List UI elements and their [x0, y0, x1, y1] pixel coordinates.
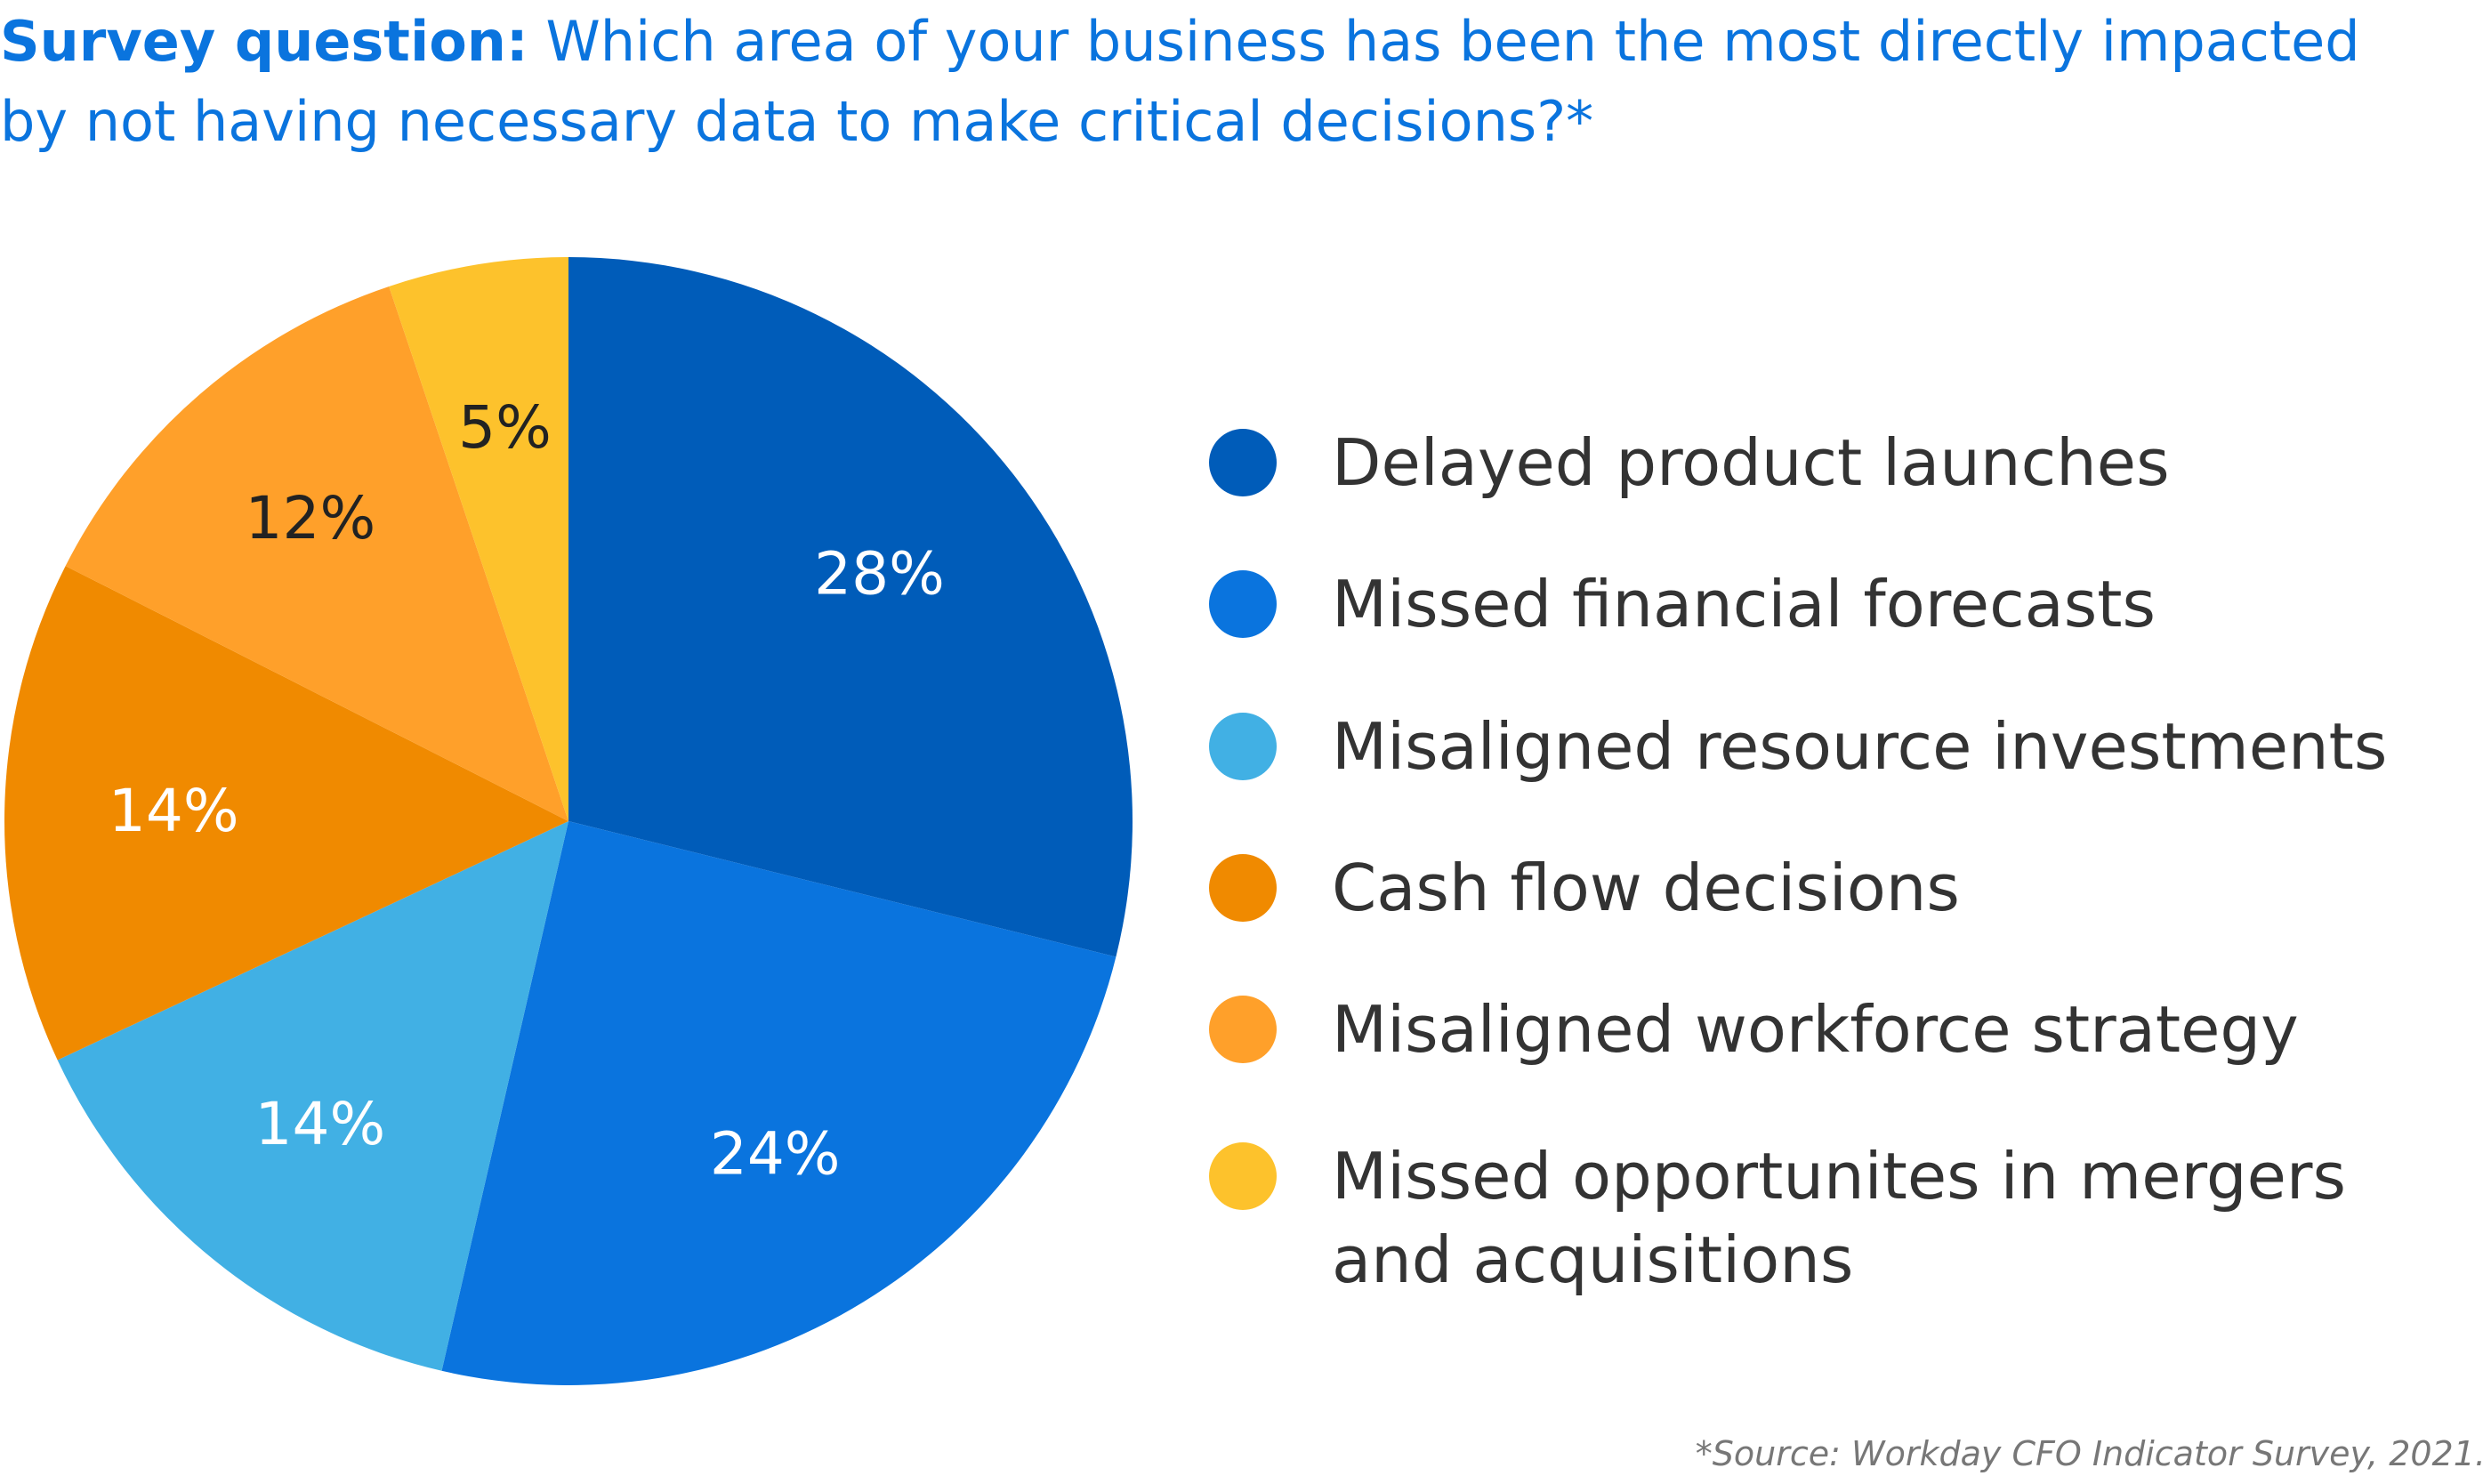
value-label: 24% [710, 1119, 841, 1188]
legend-marker [1209, 713, 1277, 780]
legend-label: Cash flow decisions [1332, 851, 1960, 925]
legend-marker [1209, 570, 1277, 638]
legend-marker [1209, 854, 1277, 922]
legend-label: Misaligned resource investments [1332, 709, 2388, 784]
pie-slice [441, 821, 1117, 1385]
pie-slice [57, 821, 568, 1371]
value-label: 5% [458, 393, 552, 462]
title-label: Survey question: [0, 9, 528, 74]
pie-slice [4, 566, 569, 1061]
legend-label: Missed financial forecasts [1332, 567, 2156, 641]
legend-label: Misaligned workforce strategy [1332, 992, 2299, 1067]
pie-slice [389, 257, 568, 821]
value-label: 14% [109, 777, 239, 845]
legend-label: Missed opportunites in mergers and acqui… [1332, 1139, 2346, 1297]
legend-marker [1209, 996, 1277, 1063]
title-text: Which area of your business has been the… [0, 9, 2360, 154]
legend-label: Delayed product launches [1332, 425, 2170, 500]
value-label: 12% [246, 484, 376, 552]
source-note: *Source: Workday CFO Indicator Survey, 2… [1695, 1434, 2486, 1473]
legend-marker [1209, 1142, 1277, 1210]
pie-slice [568, 257, 1133, 957]
pie-slice [65, 286, 569, 822]
value-label: 28% [814, 540, 945, 609]
value-label: 14% [255, 1090, 386, 1158]
title: Survey question: Which area of your busi… [0, 2, 2366, 162]
legend-marker [1209, 429, 1277, 496]
